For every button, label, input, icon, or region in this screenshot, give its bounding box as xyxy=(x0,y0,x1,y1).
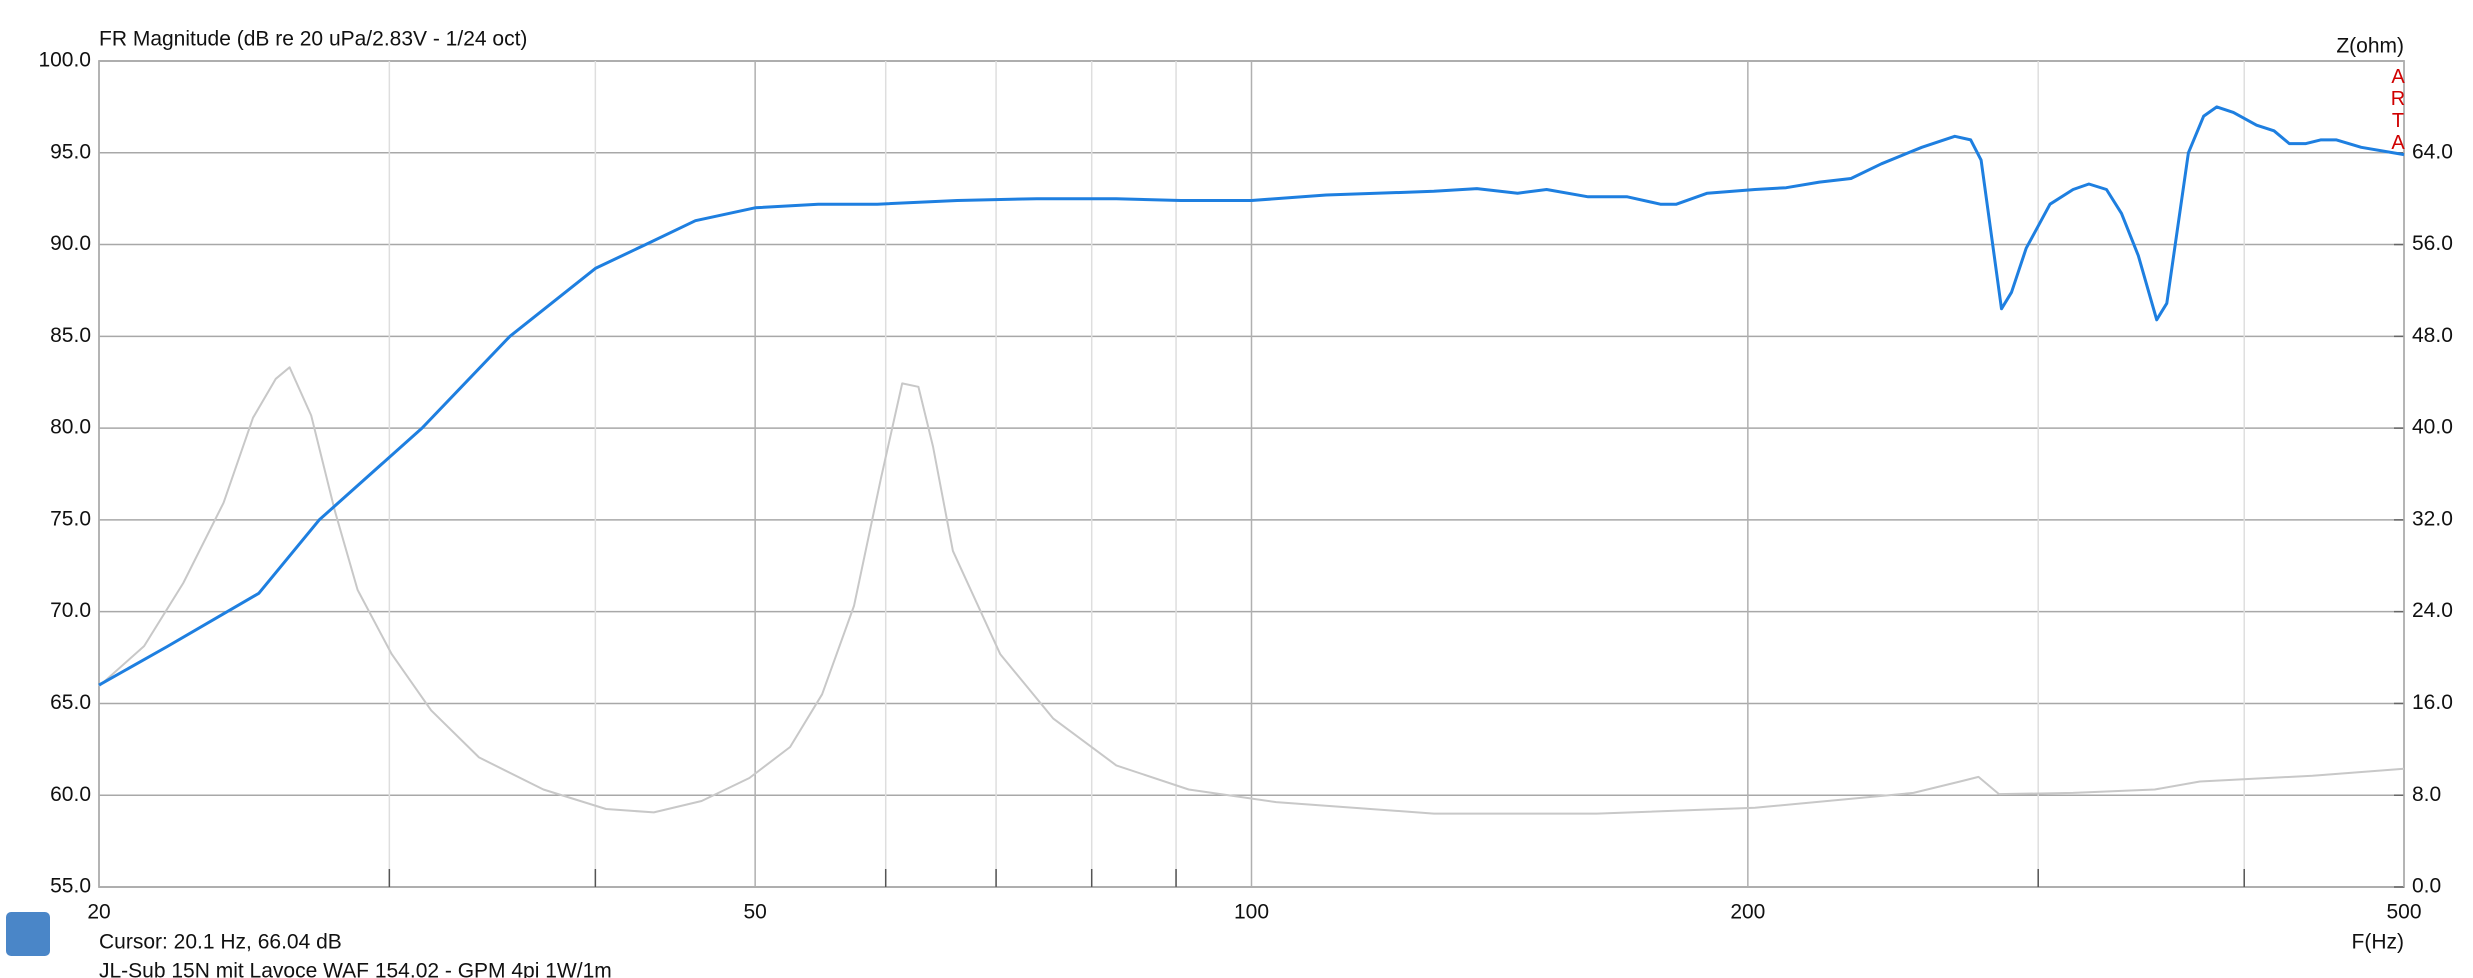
y2-tick-label: 32.0 xyxy=(2412,507,2453,530)
x-tick-label: 50 xyxy=(743,901,766,924)
y-tick-label: 70.0 xyxy=(50,599,91,622)
logo xyxy=(6,912,50,956)
y2-tick-label: 40.0 xyxy=(2412,416,2453,439)
x-tick-label: 20 xyxy=(87,901,110,924)
x-tick-label: 100 xyxy=(1234,901,1269,924)
y-tick-label: 100.0 xyxy=(38,49,91,72)
y-tick-label: 75.0 xyxy=(50,507,91,530)
y2-tick-label: 64.0 xyxy=(2412,140,2453,163)
series-line xyxy=(98,366,2405,815)
series-line xyxy=(98,105,2405,687)
y2-axis-label: Z(ohm) xyxy=(2336,35,2404,58)
y-tick-label: 55.0 xyxy=(50,875,91,898)
legend: JL-Sub 15N mit Lavoce WAF 154.02 - GPM 4… xyxy=(99,960,612,978)
y-tick-label: 80.0 xyxy=(50,416,91,439)
y2-tick-label: 0.0 xyxy=(2412,875,2441,898)
x-axis-label: F(Hz) xyxy=(2352,931,2404,954)
y2-tick-label: 56.0 xyxy=(2412,232,2453,255)
x-tick-label: 500 xyxy=(2386,901,2421,924)
y-tick-label: 95.0 xyxy=(50,140,91,163)
y2-tick-label: 48.0 xyxy=(2412,324,2453,347)
cursor-readout: Cursor: 20.1 Hz, 66.04 dB xyxy=(99,931,342,954)
y-tick-label: 65.0 xyxy=(50,691,91,714)
chart-title: FR Magnitude (dB re 20 uPa/2.83V - 1/24 … xyxy=(99,28,527,51)
y-tick-label: 90.0 xyxy=(50,232,91,255)
y2-tick-label: 16.0 xyxy=(2412,691,2453,714)
y2-tick-label: 24.0 xyxy=(2412,599,2453,622)
y-tick-label: 60.0 xyxy=(50,783,91,806)
y-tick-label: 85.0 xyxy=(50,324,91,347)
x-tick-label: 200 xyxy=(1730,901,1765,924)
watermark: ARTA xyxy=(2390,66,2406,154)
y2-tick-label: 8.0 xyxy=(2412,783,2441,806)
